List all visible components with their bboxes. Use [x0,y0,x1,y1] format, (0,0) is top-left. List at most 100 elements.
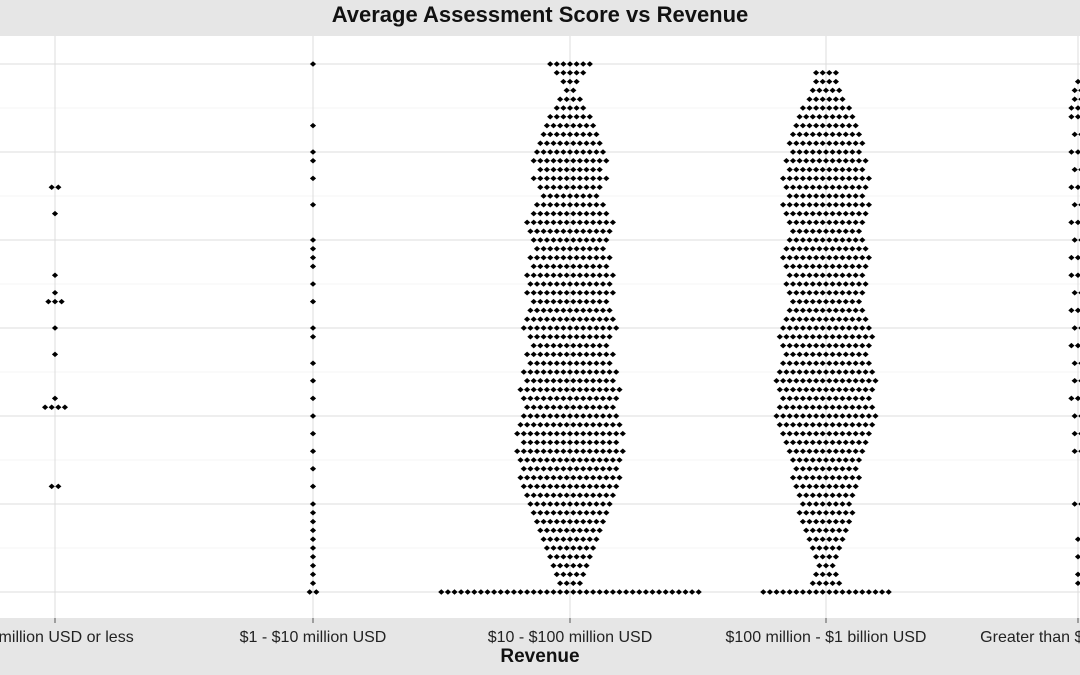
data-point [613,369,620,375]
data-point [829,474,836,481]
data-point [533,246,541,252]
data-point [816,439,823,446]
data-point [537,316,544,322]
data-point [570,166,577,173]
data-point [524,422,531,428]
data-point [566,334,574,340]
data-point [596,342,603,349]
data-point [524,474,531,481]
data-point [829,510,836,516]
data-point [813,413,820,419]
data-point [852,448,859,454]
data-point [796,158,803,164]
data-point [793,140,800,146]
data-point [780,360,787,366]
data-point [553,413,560,419]
data-point [573,114,580,120]
data-point [540,518,547,525]
data-point [566,518,574,525]
data-point [1074,307,1080,314]
data-point [583,545,590,551]
data-point [799,272,806,278]
data-point [560,325,567,331]
data-point [560,413,567,419]
data-point [793,378,800,384]
data-point [836,149,843,155]
data-point [816,114,823,120]
data-point [816,210,823,217]
data-point [566,149,574,155]
data-point [1074,105,1080,111]
data-point [846,175,853,182]
data-point [846,105,853,111]
data-point [816,580,823,586]
data-point [566,307,574,314]
data-point [799,175,806,182]
data-point [799,166,806,173]
data-point [813,272,820,278]
data-point [563,510,570,516]
data-point [599,518,607,525]
data-point [543,210,550,217]
data-point [560,554,567,560]
data-point [846,219,853,226]
data-point [553,430,560,437]
data-point [842,158,849,164]
data-point [836,527,843,534]
data-point [590,158,597,164]
data-point [613,413,620,419]
data-point [803,298,810,305]
data-point [793,290,800,296]
data-point [527,281,534,287]
data-point [550,175,557,182]
data-point [803,404,810,410]
data-point [557,457,564,463]
data-point [780,378,787,384]
data-point [799,448,806,454]
data-point [576,290,583,296]
data-point [543,351,550,358]
data-point [524,272,531,278]
data-point [583,562,590,569]
data-point [862,158,869,164]
data-point [576,378,583,384]
data-point [309,360,317,366]
data-point [570,237,577,243]
data-point [576,545,583,551]
data-point [309,510,317,516]
data-point [557,342,564,349]
data-point [796,334,803,340]
data-point [583,351,590,358]
data-point [547,149,554,155]
data-point [586,439,593,446]
data-point [547,325,554,331]
data-point [793,395,800,402]
data-point [799,342,806,349]
data-point [557,492,564,498]
data-point [599,360,607,366]
data-point [599,430,607,437]
data-point [796,404,803,410]
data-point [543,510,550,516]
data-point [809,369,816,375]
data-point [826,175,833,182]
data-point [826,254,833,261]
data-point [793,254,800,261]
data-point [786,254,793,261]
data-point [819,430,826,437]
data-point [560,202,567,208]
data-point [799,105,806,111]
data-point [603,492,610,498]
data-point [603,342,610,349]
data-point [603,589,610,595]
data-point [826,395,833,402]
data-point [846,122,853,129]
data-point [596,378,603,384]
data-point [786,193,793,199]
data-point [603,386,610,393]
data-point [836,386,843,393]
data-point [560,61,567,67]
data-point [309,571,317,578]
data-point [573,228,580,234]
data-point [557,378,564,384]
